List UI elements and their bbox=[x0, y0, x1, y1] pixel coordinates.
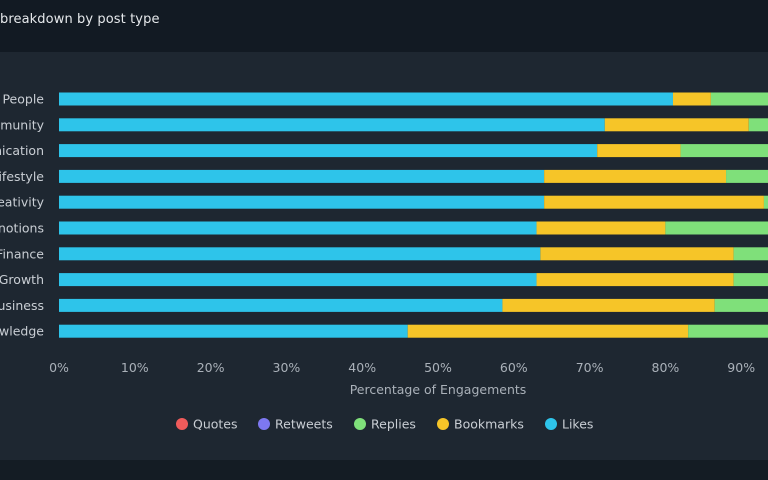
bar-segment-bookmarks[interactable] bbox=[597, 144, 681, 158]
category-label: eativity bbox=[0, 195, 45, 210]
bars-group bbox=[59, 92, 768, 338]
bar-segment-replies[interactable] bbox=[710, 92, 768, 106]
x-tick-label: 80% bbox=[652, 360, 680, 375]
category-label: People bbox=[2, 92, 44, 107]
header-band: breakdown by post type bbox=[0, 0, 768, 52]
category-label: nication bbox=[0, 143, 44, 158]
category-label: ifestyle bbox=[0, 169, 44, 184]
x-axis-title: Percentage of Engagements bbox=[350, 382, 527, 397]
x-tick-label: 90% bbox=[727, 360, 755, 375]
x-tick-label: 20% bbox=[197, 360, 225, 375]
legend-swatch-quotes[interactable] bbox=[176, 418, 188, 430]
bar-segment-bookmarks[interactable] bbox=[536, 273, 734, 287]
bar-segment-likes[interactable] bbox=[59, 92, 673, 106]
x-tick-label: 70% bbox=[576, 360, 604, 375]
legend-label-replies[interactable]: Replies bbox=[371, 417, 416, 432]
bar-segment-likes[interactable] bbox=[59, 324, 408, 338]
bar-segment-likes[interactable] bbox=[59, 195, 545, 209]
x-tick-label: 10% bbox=[121, 360, 149, 375]
bar-segment-bookmarks[interactable] bbox=[672, 92, 711, 106]
bar-segment-likes[interactable] bbox=[59, 144, 598, 158]
bar-segment-replies[interactable] bbox=[714, 298, 768, 312]
category-label: Growth bbox=[0, 272, 44, 287]
bar-segment-likes[interactable] bbox=[59, 273, 537, 287]
legend-swatch-replies[interactable] bbox=[354, 418, 366, 430]
bar-segment-bookmarks[interactable] bbox=[536, 221, 666, 235]
bar-segment-replies[interactable] bbox=[688, 324, 768, 338]
bar-segment-likes[interactable] bbox=[59, 221, 537, 235]
bar-segment-bookmarks[interactable] bbox=[544, 169, 727, 183]
legend-label-likes[interactable]: Likes bbox=[562, 417, 593, 432]
footer-band bbox=[0, 460, 768, 480]
x-tick-labels: 0% 10% 20% 30% 40% 50% 60% 70% 80% 90% bbox=[49, 360, 755, 375]
x-tick-label: 50% bbox=[424, 360, 452, 375]
bar-segment-bookmarks[interactable] bbox=[544, 195, 764, 209]
x-tick-label: 60% bbox=[500, 360, 528, 375]
category-label: usiness bbox=[0, 298, 44, 313]
chart-title: breakdown by post type bbox=[0, 12, 160, 27]
x-tick-label: 30% bbox=[273, 360, 301, 375]
bar-segment-replies[interactable] bbox=[680, 144, 768, 158]
x-tick-label: 40% bbox=[348, 360, 376, 375]
category-label: notions bbox=[0, 221, 44, 236]
bar-segment-likes[interactable] bbox=[59, 118, 605, 132]
category-label: wledge bbox=[0, 324, 44, 339]
legend-swatch-likes[interactable] bbox=[545, 418, 557, 430]
bar-segment-replies[interactable] bbox=[733, 247, 768, 261]
bar-segment-likes[interactable] bbox=[59, 169, 545, 183]
bar-segment-replies[interactable] bbox=[748, 118, 768, 132]
legend-label-bookmarks[interactable]: Bookmarks bbox=[454, 417, 524, 432]
legend: Quotes Retweets Replies Bookmarks Likes bbox=[176, 417, 593, 432]
bar-segment-replies[interactable] bbox=[733, 273, 768, 287]
bar-segment-bookmarks[interactable] bbox=[502, 298, 715, 312]
legend-swatch-retweets[interactable] bbox=[258, 418, 270, 430]
legend-label-retweets[interactable]: Retweets bbox=[275, 417, 333, 432]
category-label: Finance bbox=[0, 246, 44, 261]
legend-label-quotes[interactable]: Quotes bbox=[193, 417, 238, 432]
bar-segment-replies[interactable] bbox=[726, 169, 768, 183]
bar-segment-bookmarks[interactable] bbox=[604, 118, 749, 132]
x-tick-label: 0% bbox=[49, 360, 69, 375]
bar-segment-replies[interactable] bbox=[665, 221, 768, 235]
bar-segment-bookmarks[interactable] bbox=[407, 324, 689, 338]
legend-swatch-bookmarks[interactable] bbox=[437, 418, 449, 430]
category-labels: People munity nication ifestyle eativity noti… bbox=[0, 92, 45, 339]
bar-segment-likes[interactable] bbox=[59, 298, 503, 312]
bar-segment-likes[interactable] bbox=[59, 247, 541, 261]
bar-segment-replies[interactable] bbox=[763, 195, 768, 209]
category-label: munity bbox=[0, 117, 44, 132]
bar-segment-bookmarks[interactable] bbox=[540, 247, 734, 261]
